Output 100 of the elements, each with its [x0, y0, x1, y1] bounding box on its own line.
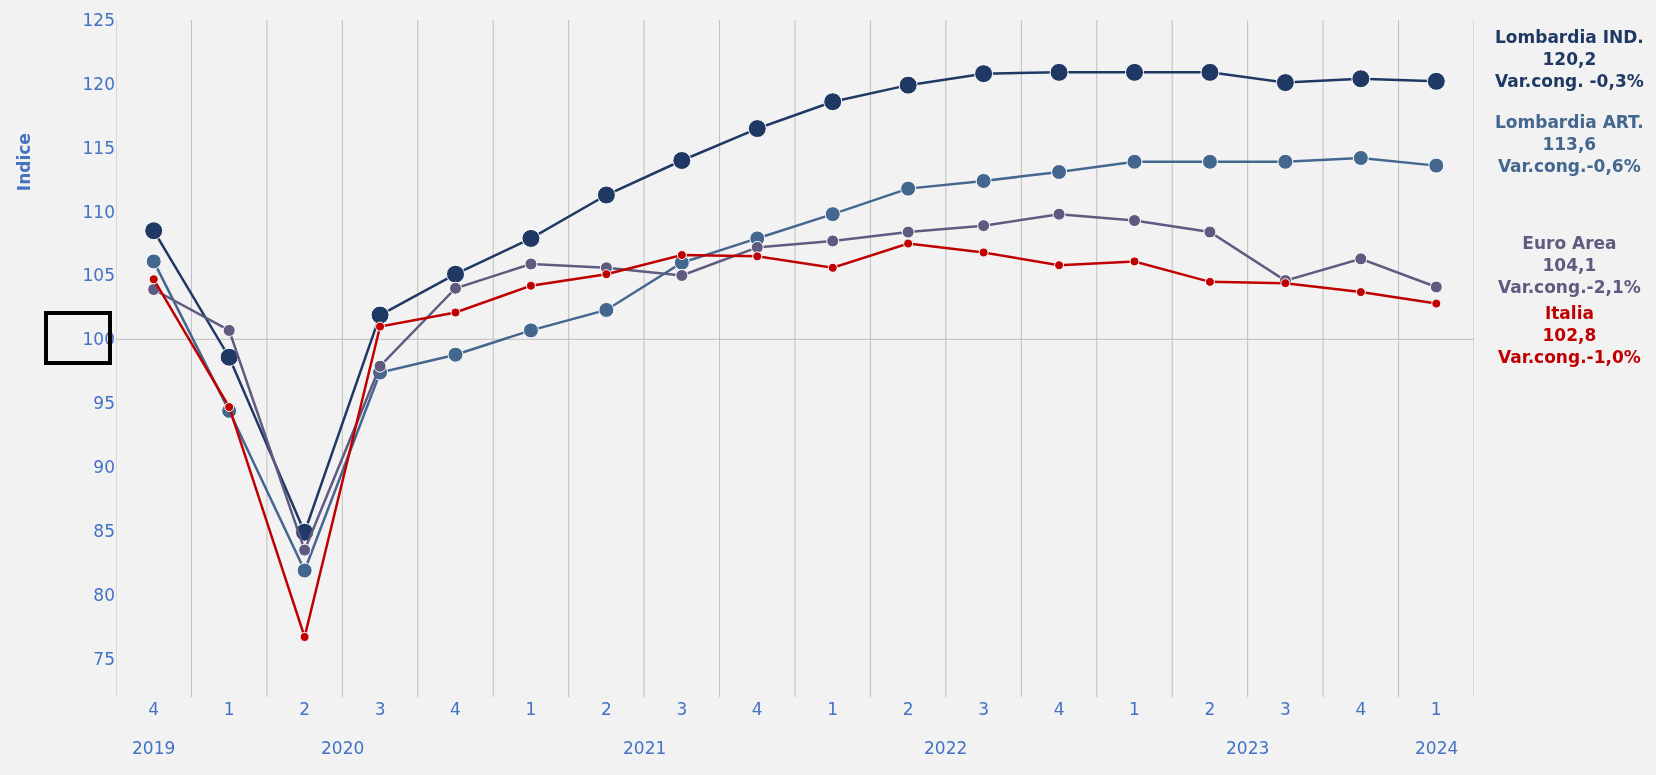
point — [827, 262, 838, 273]
text: 2020 — [321, 738, 365, 758]
text: 2022 — [924, 738, 968, 758]
text: 120,2 — [1542, 49, 1597, 70]
point — [222, 323, 236, 337]
x-tick-label: 4 — [1053, 699, 1065, 719]
point — [375, 321, 386, 332]
point — [1129, 256, 1140, 267]
point — [598, 301, 615, 318]
point — [1125, 62, 1144, 82]
point — [826, 234, 840, 248]
y-axis-title: Indice — [13, 133, 34, 192]
point — [1277, 153, 1294, 170]
point — [1052, 207, 1066, 221]
y-tick-label: 85 — [93, 520, 115, 541]
x-tick-label: 1 — [1129, 699, 1140, 719]
point — [299, 631, 310, 642]
point — [977, 219, 991, 233]
point — [750, 240, 764, 254]
y-tick-label: 90 — [93, 457, 115, 478]
point — [596, 185, 616, 205]
x-tick-label: 1 — [827, 699, 839, 719]
point — [521, 228, 541, 248]
point — [1128, 214, 1141, 228]
point — [373, 359, 387, 373]
x-tick-label: 3 — [1279, 699, 1291, 719]
point — [298, 543, 312, 557]
point — [1428, 157, 1445, 174]
point — [823, 92, 843, 112]
point — [900, 180, 917, 197]
text: Italia — [1544, 303, 1594, 323]
y-tick-label: 110 — [82, 201, 115, 222]
point — [447, 346, 464, 363]
point — [1355, 287, 1366, 298]
point — [1126, 153, 1143, 170]
point — [446, 264, 465, 284]
point — [1429, 280, 1443, 294]
point — [903, 238, 914, 249]
point — [370, 305, 390, 325]
x-tick-label: 1 — [223, 699, 235, 719]
point — [1203, 225, 1217, 239]
point — [1054, 260, 1065, 271]
text: 102,8 — [1542, 325, 1597, 346]
text: Var.cong. -0,3% — [1495, 71, 1644, 92]
point — [522, 322, 539, 339]
text: Euro Area — [1522, 233, 1617, 253]
text: Lombardia IND. — [1495, 27, 1644, 47]
x-tick-label: 2 — [600, 699, 612, 719]
point — [449, 281, 462, 295]
point — [898, 75, 918, 95]
x-tick-label: 2 — [299, 699, 311, 719]
point — [824, 206, 841, 223]
y-tick-label: 115 — [82, 137, 115, 158]
point — [1051, 164, 1068, 180]
x-tick-label: 3 — [676, 699, 688, 719]
point — [978, 247, 989, 258]
x-tick-label: 2 — [1204, 699, 1216, 719]
point — [676, 250, 687, 261]
x-tick-label: 4 — [1355, 699, 1367, 719]
point — [145, 253, 162, 270]
point — [219, 347, 239, 367]
x-tick-label: 4 — [450, 699, 461, 719]
y-tick-label: 120 — [82, 73, 115, 94]
point — [1280, 278, 1291, 289]
text: Lombardia ART. — [1495, 112, 1644, 132]
point — [1275, 73, 1295, 93]
point — [1351, 69, 1371, 89]
x-tick-label: 1 — [1430, 699, 1442, 719]
point — [1201, 153, 1218, 170]
y-tick-label: 105 — [82, 265, 115, 286]
point — [747, 119, 767, 139]
point — [1049, 62, 1069, 82]
point — [752, 251, 763, 262]
point — [524, 257, 538, 271]
point — [525, 280, 536, 291]
point — [1204, 276, 1215, 287]
text: Var.cong.-0,6% — [1497, 156, 1641, 177]
point — [296, 562, 313, 579]
point — [144, 221, 164, 241]
y-tick-label: 80 — [93, 584, 115, 605]
text: 2024 — [1415, 738, 1459, 758]
text: 2019 — [132, 738, 176, 758]
y-tick-label: 75 — [93, 648, 115, 669]
x-tick-label: 3 — [978, 699, 990, 719]
point — [450, 307, 461, 318]
point — [975, 172, 992, 189]
x-tick-label: 4 — [148, 699, 160, 719]
point — [1200, 62, 1220, 82]
text: 113,6 — [1542, 134, 1597, 155]
text: Var.cong.-1,0% — [1498, 347, 1641, 368]
text: 104,1 — [1542, 255, 1597, 276]
y-tick-label: 95 — [93, 393, 115, 414]
point — [148, 274, 159, 285]
y-tick-label: 125 — [82, 9, 115, 30]
point — [1352, 149, 1369, 166]
point — [901, 225, 915, 239]
point — [1426, 71, 1446, 91]
text: 2021 — [623, 738, 667, 758]
x-tick-label: 2 — [902, 699, 914, 719]
text: Var.cong.-2,1% — [1498, 277, 1641, 298]
